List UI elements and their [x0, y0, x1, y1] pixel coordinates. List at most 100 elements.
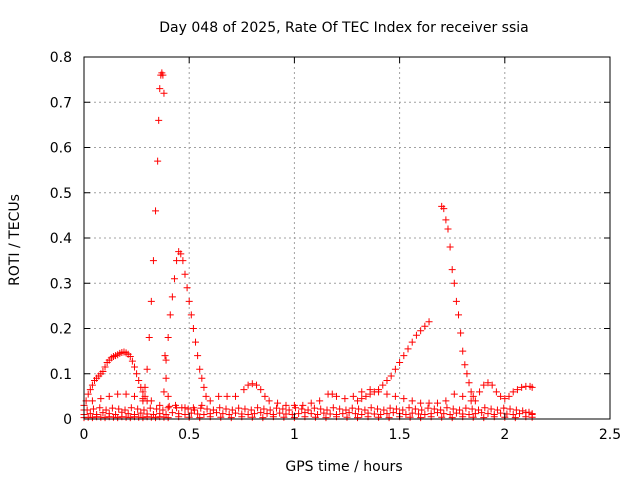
data-point — [385, 414, 393, 422]
data-point — [480, 381, 488, 389]
data-point — [216, 404, 224, 412]
data-point — [500, 404, 508, 412]
y-axis-label: ROTI / TECUs — [7, 194, 23, 286]
data-point — [114, 414, 122, 422]
data-point — [159, 406, 167, 414]
data-point — [391, 392, 399, 400]
data-point — [484, 379, 492, 387]
data-point — [231, 392, 239, 400]
data-point — [421, 410, 429, 418]
data-point — [488, 381, 496, 389]
data-point — [311, 413, 319, 421]
data-point — [219, 410, 227, 418]
data-point — [440, 205, 448, 213]
data-point — [259, 414, 267, 422]
data-point — [161, 352, 169, 360]
data-point — [465, 410, 473, 418]
data-point — [122, 390, 130, 398]
data-point — [501, 395, 509, 403]
data-point — [248, 380, 256, 388]
data-point — [133, 370, 141, 378]
data-point — [88, 381, 96, 389]
data-point — [121, 406, 129, 414]
data-point — [200, 383, 208, 391]
series-arc-peak-0.45h — [160, 248, 210, 400]
data-point — [304, 406, 312, 414]
data-point — [484, 410, 492, 418]
data-point — [228, 406, 236, 414]
data-points — [80, 69, 536, 422]
data-point — [467, 397, 475, 405]
data-point — [339, 410, 347, 418]
data-point — [351, 410, 359, 418]
data-point — [444, 225, 452, 233]
series-arc-low-wave — [80, 379, 536, 412]
data-point — [152, 207, 160, 215]
data-point — [253, 381, 261, 389]
data-point — [96, 404, 104, 412]
x-tick-label: 0.5 — [178, 427, 200, 443]
data-point — [88, 397, 96, 405]
data-point — [194, 352, 202, 360]
data-point — [408, 397, 416, 405]
data-point — [442, 216, 450, 224]
data-point — [465, 379, 473, 387]
data-point — [450, 390, 458, 398]
data-point — [307, 410, 315, 418]
data-point — [250, 410, 258, 418]
data-point — [528, 383, 536, 391]
data-point — [380, 406, 388, 414]
data-point — [170, 275, 178, 283]
data-point — [417, 399, 425, 407]
data-point — [404, 345, 412, 353]
data-point — [285, 406, 293, 414]
data-point — [153, 405, 161, 413]
y-tick-label: 0.6 — [50, 141, 72, 157]
data-point — [261, 392, 269, 400]
data-point — [383, 377, 391, 385]
data-point — [386, 404, 394, 412]
data-point — [367, 404, 375, 412]
data-point — [468, 405, 476, 413]
data-point — [200, 410, 208, 418]
data-point — [505, 392, 513, 400]
data-point — [101, 363, 109, 371]
data-point — [198, 374, 206, 382]
data-point — [168, 409, 176, 417]
data-point — [329, 404, 337, 412]
data-point — [247, 406, 255, 414]
data-point — [519, 407, 527, 415]
data-point — [511, 414, 519, 422]
x-tick-label: 1 — [290, 427, 299, 443]
data-point — [391, 365, 399, 373]
data-point — [274, 399, 282, 407]
data-point — [160, 89, 168, 97]
data-point — [316, 397, 324, 405]
data-point — [415, 410, 423, 418]
y-tick-label: 0 — [63, 412, 72, 428]
data-point — [442, 397, 450, 405]
data-point — [299, 401, 307, 409]
data-point — [461, 361, 469, 369]
data-point — [399, 406, 407, 414]
data-point — [497, 409, 505, 417]
data-point — [440, 410, 448, 418]
data-point — [137, 383, 145, 391]
data-point — [231, 409, 239, 417]
data-point — [137, 409, 145, 417]
series-arc-peak-0.37h — [139, 69, 172, 405]
data-point — [446, 243, 454, 251]
data-point — [156, 401, 164, 409]
data-point — [405, 404, 413, 412]
data-point — [449, 405, 457, 413]
data-point — [417, 414, 425, 422]
data-point — [168, 293, 176, 301]
data-point — [99, 367, 107, 375]
data-point — [84, 390, 92, 398]
data-point — [102, 406, 110, 414]
data-point — [509, 388, 517, 396]
data-point — [88, 414, 96, 422]
data-point — [457, 329, 465, 337]
y-tick-label: 0.3 — [50, 276, 72, 292]
data-point — [154, 157, 162, 165]
